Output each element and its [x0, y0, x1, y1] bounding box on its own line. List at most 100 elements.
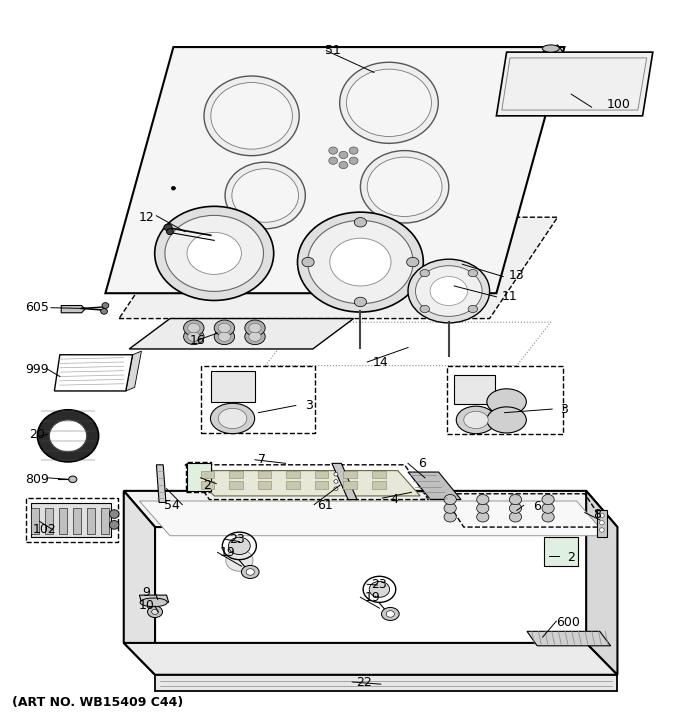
Ellipse shape	[367, 157, 442, 216]
Polygon shape	[408, 472, 461, 500]
Polygon shape	[61, 306, 85, 313]
Ellipse shape	[211, 403, 255, 434]
Bar	[58, 508, 67, 534]
Bar	[45, 508, 54, 534]
Ellipse shape	[487, 389, 526, 415]
Ellipse shape	[218, 323, 231, 333]
Text: 6: 6	[533, 500, 541, 513]
Ellipse shape	[509, 503, 522, 513]
Polygon shape	[54, 355, 133, 391]
Ellipse shape	[444, 512, 456, 522]
Ellipse shape	[218, 408, 247, 429]
Ellipse shape	[509, 512, 522, 522]
Ellipse shape	[415, 266, 482, 316]
Text: 999: 999	[26, 363, 49, 376]
Ellipse shape	[214, 320, 235, 336]
Bar	[86, 508, 95, 534]
Ellipse shape	[444, 503, 456, 513]
Ellipse shape	[542, 512, 554, 522]
Bar	[372, 481, 386, 489]
Bar	[544, 537, 578, 566]
Ellipse shape	[298, 212, 423, 312]
Polygon shape	[527, 631, 611, 646]
Text: 19: 19	[220, 546, 236, 559]
Ellipse shape	[218, 332, 231, 342]
Text: 13: 13	[509, 269, 525, 282]
Polygon shape	[139, 501, 607, 536]
Bar	[211, 371, 255, 402]
Ellipse shape	[328, 147, 337, 154]
Bar	[229, 471, 243, 478]
Ellipse shape	[302, 257, 314, 267]
Ellipse shape	[477, 512, 489, 522]
Ellipse shape	[468, 269, 477, 277]
Ellipse shape	[225, 162, 305, 229]
Ellipse shape	[420, 306, 430, 313]
Ellipse shape	[339, 161, 347, 169]
Text: 4: 4	[390, 493, 398, 506]
Text: 19: 19	[364, 591, 381, 604]
Ellipse shape	[350, 157, 358, 164]
Text: 10: 10	[138, 599, 154, 613]
Text: 23: 23	[371, 578, 388, 591]
Bar	[186, 462, 211, 492]
Text: 3: 3	[560, 403, 568, 416]
Text: 14: 14	[373, 355, 389, 369]
Polygon shape	[597, 510, 607, 537]
Ellipse shape	[37, 410, 99, 462]
Text: 9: 9	[142, 586, 150, 599]
Ellipse shape	[468, 306, 477, 313]
Polygon shape	[187, 463, 211, 491]
Ellipse shape	[386, 611, 394, 617]
Ellipse shape	[101, 308, 107, 314]
Polygon shape	[124, 643, 617, 675]
Text: 12: 12	[138, 211, 154, 224]
Polygon shape	[124, 491, 617, 527]
Ellipse shape	[328, 157, 337, 164]
Ellipse shape	[330, 238, 391, 286]
Text: 100: 100	[607, 98, 631, 111]
Ellipse shape	[600, 513, 604, 518]
Ellipse shape	[49, 420, 87, 452]
Ellipse shape	[188, 332, 200, 342]
Text: 809: 809	[25, 473, 50, 486]
Polygon shape	[332, 463, 357, 500]
Ellipse shape	[456, 406, 496, 434]
Text: 20: 20	[29, 428, 46, 441]
Ellipse shape	[420, 269, 430, 277]
Ellipse shape	[381, 607, 399, 620]
Bar	[201, 481, 214, 489]
Polygon shape	[126, 351, 141, 391]
Ellipse shape	[600, 528, 604, 532]
Text: 7: 7	[258, 453, 266, 466]
Ellipse shape	[249, 332, 261, 342]
Bar	[201, 471, 214, 478]
Bar	[26, 498, 118, 542]
Bar	[286, 481, 300, 489]
Text: 22: 22	[356, 676, 372, 689]
Ellipse shape	[509, 494, 522, 505]
Polygon shape	[192, 471, 420, 496]
Ellipse shape	[148, 606, 163, 618]
Bar	[286, 471, 300, 478]
Text: 102: 102	[33, 523, 56, 536]
Ellipse shape	[109, 510, 119, 518]
Ellipse shape	[154, 206, 273, 300]
Bar	[343, 481, 357, 489]
Ellipse shape	[69, 476, 77, 483]
Ellipse shape	[346, 70, 431, 136]
Ellipse shape	[184, 329, 204, 345]
Ellipse shape	[102, 303, 109, 308]
Ellipse shape	[226, 550, 253, 571]
Ellipse shape	[165, 216, 264, 291]
Ellipse shape	[407, 257, 419, 267]
Bar	[258, 471, 271, 478]
Polygon shape	[496, 52, 653, 116]
Ellipse shape	[542, 494, 554, 505]
Ellipse shape	[249, 323, 261, 333]
Ellipse shape	[184, 320, 204, 336]
Polygon shape	[124, 491, 155, 675]
Ellipse shape	[487, 407, 526, 433]
Polygon shape	[129, 319, 354, 349]
Polygon shape	[139, 595, 169, 602]
